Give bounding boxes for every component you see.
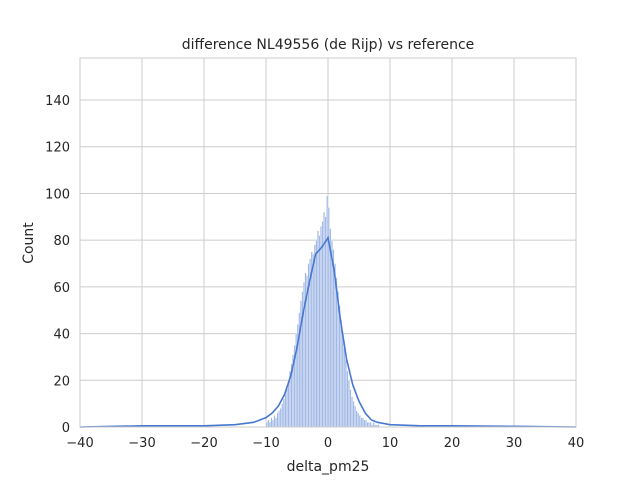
- histogram-bar: [360, 417, 363, 428]
- histogram-bar: [341, 333, 344, 428]
- y-axis-label: Count: [21, 222, 37, 264]
- histogram-bar: [275, 417, 277, 428]
- y-tick-label: 60: [53, 281, 70, 296]
- histogram-bar: [372, 422, 375, 428]
- histogram-bar: [358, 415, 361, 428]
- histogram-bar: [270, 417, 273, 428]
- histogram-bar: [334, 263, 336, 428]
- plot-frame: [79, 57, 577, 428]
- histogram-bar: [329, 228, 332, 428]
- histogram-bar: [355, 410, 358, 428]
- x-axis-label: delta_pm25: [287, 459, 370, 475]
- y-tick-label: 100: [45, 187, 70, 202]
- histogram-bar: [267, 419, 270, 428]
- x-tick-label: −20: [190, 436, 217, 451]
- histogram-bar: [320, 226, 322, 428]
- histogram-bar: [276, 412, 279, 428]
- histogram-bar: [332, 249, 335, 428]
- histogram-bar: [312, 254, 315, 428]
- histogram-bar: [369, 422, 372, 428]
- y-tick-label: 0: [62, 421, 70, 436]
- histogram-bar: [330, 240, 333, 428]
- histogram-bar: [361, 417, 364, 428]
- histogram-bar: [363, 419, 366, 428]
- histogram-bar: [265, 422, 268, 428]
- histogram-bar: [337, 291, 339, 428]
- histogram-bar: [315, 240, 318, 428]
- x-tick-label: 40: [568, 436, 585, 451]
- histogram-bar: [284, 394, 287, 428]
- histogram-bar: [365, 419, 367, 428]
- histogram-bar: [335, 277, 338, 428]
- histogram-bar: [352, 401, 355, 428]
- histogram-bar: [287, 380, 290, 428]
- histogram-bar: [324, 216, 327, 428]
- histogram-bar: [281, 403, 284, 428]
- histogram-bar: [318, 235, 321, 428]
- kde-line: [79, 235, 577, 428]
- histogram-bars: [265, 195, 380, 428]
- y-tick-label: 120: [45, 141, 70, 156]
- x-tick-labels: −40 −30 −20 −10 0 10 20 30 40: [66, 436, 584, 451]
- histogram-bar: [351, 396, 353, 428]
- x-tick-label: 0: [324, 436, 332, 451]
- x-tick-label: 20: [444, 436, 461, 451]
- x-tick-label: −30: [128, 436, 155, 451]
- histogram-bar: [354, 405, 357, 428]
- y-tick-label: 40: [53, 328, 70, 343]
- histogram-bar: [340, 319, 343, 428]
- histogram-bar: [344, 359, 347, 428]
- histogram-bar: [368, 422, 370, 428]
- x-tick-label: −40: [66, 436, 93, 451]
- histogram-bar: [338, 305, 341, 428]
- x-tick-label: 30: [506, 436, 523, 451]
- histogram-bar: [357, 412, 360, 428]
- y-tick-label: 80: [53, 234, 70, 249]
- histogram-bar: [349, 389, 352, 428]
- y-tick-labels: 0 20 40 60 80 100 120 140: [45, 94, 70, 436]
- histogram-bar: [273, 415, 276, 428]
- histogram-bar: [347, 380, 350, 428]
- histogram-bar: [326, 195, 329, 428]
- histogram-bar: [346, 370, 349, 428]
- histogram-bar: [278, 410, 281, 428]
- histogram-bar: [321, 221, 324, 428]
- histogram-bar: [282, 398, 285, 428]
- histogram-bar: [272, 419, 274, 428]
- histogram-bar: [366, 422, 369, 428]
- histogram-bar: [279, 408, 282, 428]
- histogram-bar: [268, 422, 271, 428]
- y-tick-label: 20: [53, 374, 70, 389]
- histogram-bar: [285, 387, 288, 428]
- histogram-bar: [313, 244, 316, 428]
- chart-title: difference NL49556 (de Rijp) vs referenc…: [182, 37, 475, 53]
- histogram-bar: [310, 251, 313, 428]
- x-tick-label: 10: [382, 436, 399, 451]
- histogram-bar: [343, 347, 346, 428]
- x-tick-label: −10: [252, 436, 279, 451]
- histogram-bar: [316, 230, 319, 428]
- y-tick-label: 140: [45, 94, 70, 109]
